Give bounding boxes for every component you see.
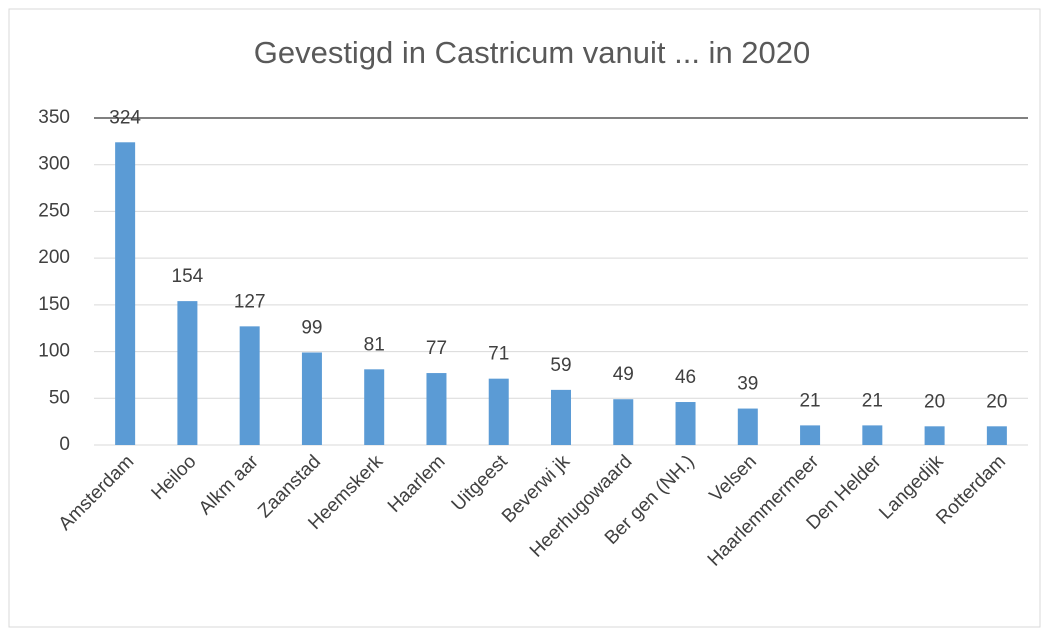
bar: [862, 425, 883, 445]
bar: [177, 301, 198, 445]
y-tick-label: 200: [38, 247, 70, 268]
y-tick-label: 100: [38, 341, 70, 362]
data-label: 59: [550, 355, 571, 376]
y-tick-label: 300: [38, 154, 70, 175]
y-tick-label: 350: [38, 107, 70, 128]
bar: [364, 369, 385, 445]
data-label: 99: [301, 318, 322, 339]
y-tick-label: 0: [59, 434, 70, 455]
bar: [800, 425, 821, 445]
bar: [737, 408, 758, 445]
bar: [115, 142, 136, 445]
data-label: 77: [426, 338, 447, 359]
bar: [551, 389, 571, 445]
data-label: 46: [675, 367, 696, 388]
chart-border: [8, 8, 1041, 628]
data-label: 127: [234, 291, 266, 312]
bar: [301, 352, 322, 445]
bar: [613, 399, 634, 445]
data-label: 21: [862, 390, 883, 411]
bar: [488, 378, 509, 445]
data-label: 81: [364, 334, 385, 355]
y-tick-label: 250: [38, 200, 70, 221]
bar: [986, 426, 1007, 445]
bar: [924, 426, 945, 445]
data-label: 20: [986, 391, 1007, 412]
bar: [675, 402, 696, 445]
y-tick-label: 50: [49, 387, 70, 408]
bar: [239, 326, 260, 445]
bar: [426, 373, 447, 445]
data-label: 39: [737, 374, 758, 395]
data-label: 324: [109, 107, 141, 128]
chart-title: Gevestigd in Castricum vanuit ... in 202…: [254, 35, 811, 70]
data-label: 21: [799, 390, 820, 411]
data-label: 20: [924, 391, 945, 412]
data-label: 49: [613, 364, 634, 385]
y-tick-label: 150: [38, 294, 70, 315]
data-label: 71: [488, 344, 509, 365]
data-label: 154: [172, 266, 204, 287]
